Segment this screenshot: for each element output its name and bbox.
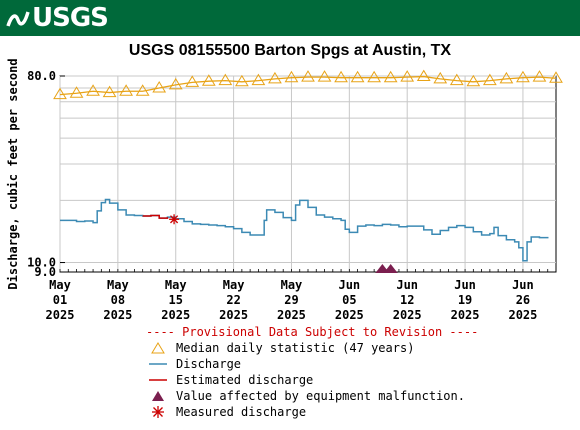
x-tick-label: 01	[53, 293, 67, 307]
median-point	[86, 84, 100, 96]
legend-label: Median daily statistic (47 years)	[176, 341, 415, 355]
triangle-filled-icon	[148, 389, 168, 403]
median-point	[119, 84, 134, 96]
x-tick-label: 26	[516, 293, 530, 307]
x-tick-label: 2025	[161, 308, 190, 320]
legend-item-median: Median daily statistic (47 years)	[148, 340, 478, 356]
x-tick-label: 08	[111, 293, 125, 307]
median-point	[532, 70, 547, 82]
malfunction-point	[383, 264, 398, 273]
legend-item-discharge: Discharge	[148, 356, 478, 372]
median-point	[284, 70, 299, 83]
x-tick-label: 2025	[219, 308, 248, 320]
legend-label: Estimated discharge	[176, 373, 314, 387]
discharge-series-line	[60, 198, 549, 262]
usgs-wave-icon	[6, 11, 30, 27]
median-point	[334, 70, 348, 83]
estimated-series-line	[142, 214, 169, 219]
median-point	[185, 75, 200, 87]
x-tick-label: 2025	[508, 308, 537, 320]
median-point	[102, 85, 117, 98]
x-tick-label: May	[165, 278, 187, 292]
legend-label: Measured discharge	[176, 405, 307, 419]
median-point	[400, 70, 415, 82]
chart-title: USGS 08155500 Barton Spgs at Austin, TX	[128, 42, 452, 59]
median-point	[466, 74, 481, 87]
hydrograph-chart: 80.010.09.0May012025May082025May152025Ma…	[6, 58, 563, 320]
x-tick-label: 29	[284, 293, 298, 307]
x-tick-label: 15	[169, 293, 183, 307]
median-point	[516, 70, 530, 83]
legend-label: Value affected by equipment malfunction.	[176, 389, 465, 403]
median-point	[383, 70, 398, 83]
x-tick-label: Jun	[454, 278, 476, 292]
line-icon	[148, 373, 168, 387]
x-tick-label: 19	[458, 293, 472, 307]
y-axis-label: Discharge, cubic feet per second	[6, 58, 20, 289]
x-tick-label: 2025	[451, 308, 480, 320]
x-tick-label: May	[49, 278, 71, 292]
usgs-logo: USGS	[6, 3, 109, 33]
median-point	[53, 87, 67, 100]
median-point	[301, 70, 315, 82]
y-tick-label: 9.0	[34, 265, 56, 279]
median-point	[135, 84, 150, 96]
median-point	[152, 81, 167, 93]
median-point	[201, 74, 216, 86]
x-tick-label: 2025	[277, 308, 306, 320]
median-point	[433, 71, 448, 84]
provisional-notice: ---- Provisional Data Subject to Revisio…	[146, 325, 479, 339]
usgs-logo-text: USGS	[32, 3, 109, 33]
x-tick-label: Jun	[396, 278, 418, 292]
x-tick-label: May	[223, 278, 245, 292]
median-point	[218, 73, 233, 86]
y-tick-label: 80.0	[27, 69, 56, 83]
median-point	[449, 73, 464, 86]
median-point	[268, 71, 282, 84]
median-point	[350, 70, 365, 83]
legend-item-estimated: Estimated discharge	[148, 372, 478, 388]
median-point	[251, 73, 266, 86]
median-point	[317, 70, 332, 82]
x-tick-label: 22	[226, 293, 240, 307]
legend-item-measured: Measured discharge	[148, 404, 478, 420]
median-point	[416, 69, 431, 82]
median-point	[499, 71, 514, 84]
x-tick-label: Jun	[512, 278, 534, 292]
median-point	[69, 86, 84, 98]
x-tick-label: 2025	[46, 308, 75, 320]
median-point	[367, 70, 382, 83]
usgs-banner: USGS	[0, 0, 580, 36]
legend-label: Discharge	[176, 357, 242, 371]
x-tick-label: 05	[342, 293, 356, 307]
measured-point	[169, 214, 180, 225]
x-tick-label: May	[281, 278, 303, 292]
x-tick-label: 2025	[393, 308, 422, 320]
line-icon	[148, 357, 168, 371]
plot-area	[59, 75, 557, 273]
asterisk-icon	[148, 405, 168, 419]
x-tick-label: 12	[400, 293, 414, 307]
median-point	[549, 71, 563, 83]
legend: ---- Provisional Data Subject to Revisio…	[146, 324, 479, 420]
median-point	[234, 74, 249, 87]
triangle-outline-icon	[148, 341, 168, 355]
median-series-line	[59, 75, 557, 96]
median-point	[482, 73, 497, 86]
x-tick-label: 2025	[335, 308, 364, 320]
x-tick-label: Jun	[338, 278, 360, 292]
x-tick-label: 2025	[103, 308, 132, 320]
y-tick-label: 10.0	[27, 256, 56, 270]
x-tick-label: May	[107, 278, 129, 292]
median-point	[168, 77, 183, 90]
legend-item-malfunction: Value affected by equipment malfunction.	[148, 388, 478, 404]
